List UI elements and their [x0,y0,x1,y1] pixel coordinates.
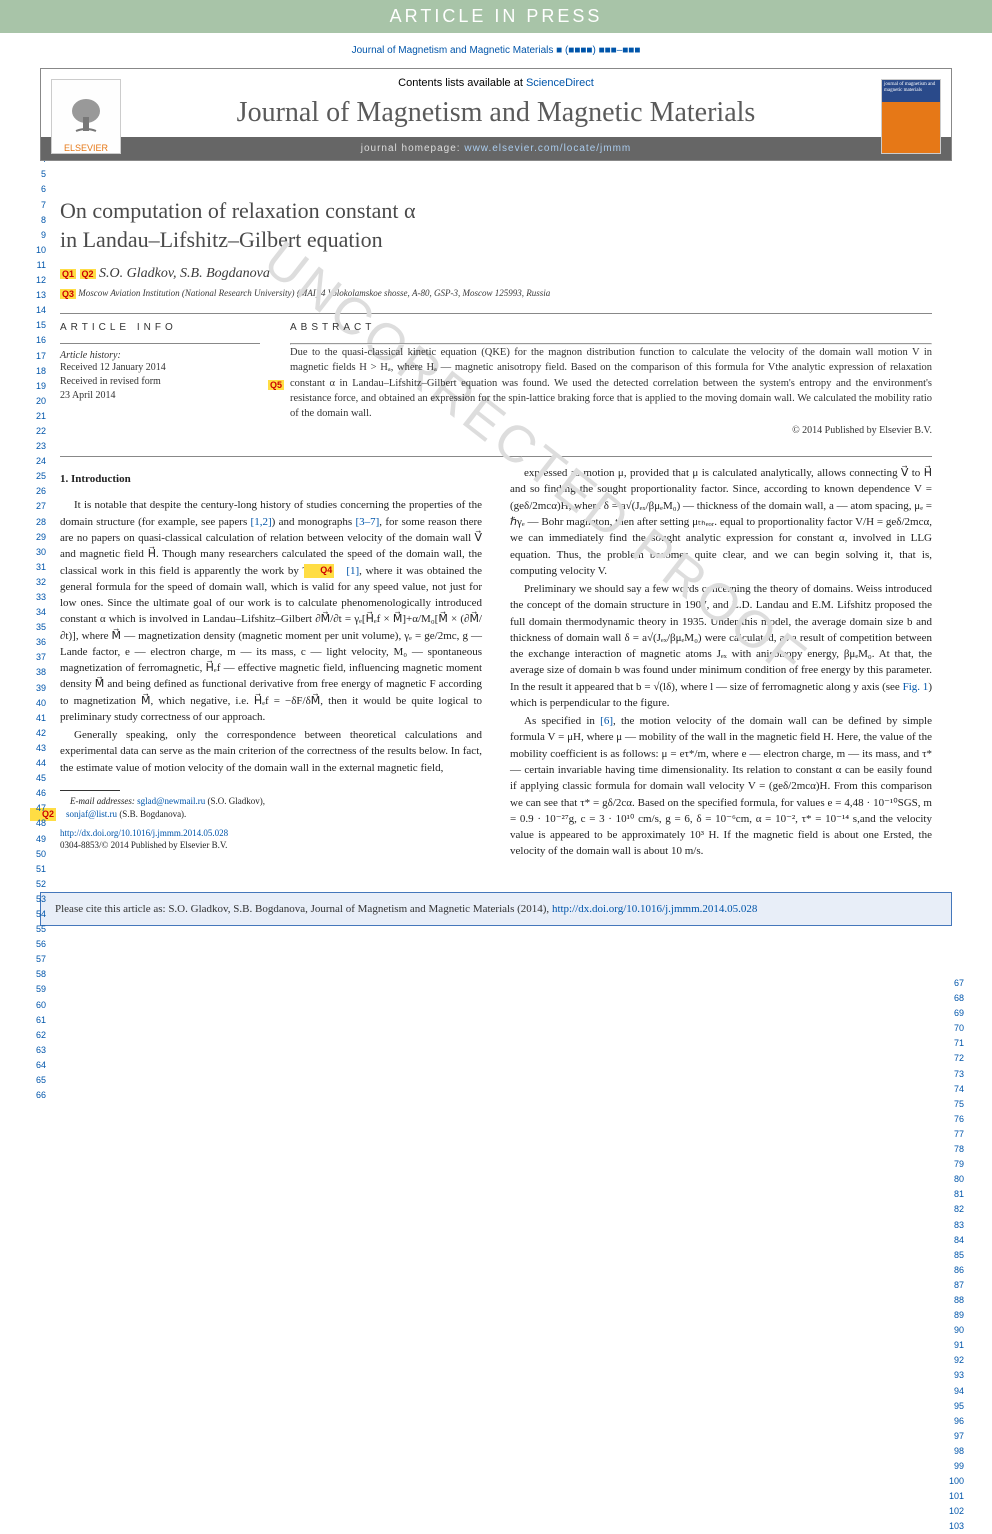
footnote-separator [60,790,120,791]
contents-label: Contents lists available at [398,77,526,89]
copyright: © 2014 Published by Elsevier B.V. [290,425,932,436]
citation-box: Please cite this article as: S.O. Gladko… [40,892,952,926]
affiliation: Q3 Moscow Aviation Institution (National… [60,288,932,299]
title-line-1: On computation of relaxation constant α [60,198,416,223]
doi-link[interactable]: http://dx.doi.org/10.1016/j.jmmm.2014.05… [60,828,228,838]
article-in-press-banner: ARTICLE IN PRESS [0,0,992,33]
author-names: S.O. Gladkov, S.B. Bogdanova [99,266,270,281]
contents-link-row: Contents lists available at ScienceDirec… [41,69,951,93]
journal-cover-thumbnail: journal of magnetism and magnetic materi… [881,79,941,154]
line-numbers-right: 6768697071727374757677787980818283848586… [942,976,964,1534]
intro-para-1: It is notable that despite the century-l… [60,497,482,725]
separator [60,313,932,314]
doi-block: http://dx.doi.org/10.1016/j.jmmm.2014.05… [60,827,482,852]
q3-marker: Q3 [60,289,76,299]
intro-para-2: Generally speaking, only the corresponde… [60,727,482,776]
intro-para-4: Preliminary we should say a few words co… [510,581,932,711]
email-bogdanova[interactable]: sonjaf@list.ru [66,809,117,819]
article-content: On computation of relaxation constant α … [0,161,992,872]
body-text: 1. Introduction It is notable that despi… [60,465,932,861]
separator [60,456,932,457]
cite-doi-link[interactable]: http://dx.doi.org/10.1016/j.jmmm.2014.05… [552,903,757,915]
homepage-bar: journal homepage: www.elsevier.com/locat… [41,137,951,160]
abstract-column: ABSTRACT Q5 Due to the quasi-classical k… [290,322,932,436]
abstract-text: Due to the quasi-classical kinetic equat… [290,345,932,421]
revised-date: 23 April 2014 [60,389,260,403]
ref-1-2[interactable]: [1,2] [251,516,272,528]
homepage-link[interactable]: www.elsevier.com/locate/jmmm [464,143,631,154]
email-footnote: E-mail addresses: sglad@newmail.ru (S.O.… [60,795,482,821]
journal-title: Journal of Magnetism and Magnetic Materi… [41,93,951,137]
ref-6[interactable]: [6] [600,715,613,727]
cite-prefix: Please cite this article as: S.O. Gladko… [55,903,552,915]
title-line-2: in Landau–Lifshitz–Gilbert equation [60,227,383,252]
affiliation-text: Moscow Aviation Institution (National Re… [78,288,550,298]
ref-1[interactable]: [1] [346,565,359,577]
email-label: E-mail addresses: [70,796,137,806]
elsevier-tree-icon [61,93,111,143]
journal-header: ELSEVIER journal of magnetism and magnet… [40,68,952,161]
q5-marker: Q5 [268,380,284,390]
fig-1-ref[interactable]: Fig. 1 [903,681,929,693]
journal-reference-line: Journal of Magnetism and Magnetic Materi… [0,33,992,68]
email-gladkov[interactable]: sglad@newmail.ru [137,796,205,806]
history-label: Article history: [60,350,260,361]
revised-label: Received in revised form [60,375,260,389]
sciencedirect-link[interactable]: ScienceDirect [526,77,594,89]
q1-marker: Q1 [60,269,76,279]
homepage-label: journal homepage: [361,143,465,154]
article-title: On computation of relaxation constant α … [60,197,932,254]
elsevier-logo: ELSEVIER [51,79,121,154]
cover-text: journal of magnetism and magnetic materi… [882,80,940,95]
publisher-name: ELSEVIER [64,143,108,153]
received-date: Received 12 January 2014 [60,361,260,375]
section-1-heading: 1. Introduction [60,471,482,487]
article-info-column: ARTICLE INFO Article history: Received 1… [60,322,260,436]
abstract-heading: ABSTRACT [290,322,932,333]
q2-marker: Q2 [80,269,96,279]
authors: Q1 Q2 S.O. Gladkov, S.B. Bogdanova [60,266,932,282]
intro-para-5: As specified in [6], the motion velocity… [510,713,932,859]
line-numbers-left: 1234567891011121314151617181920212223242… [28,107,46,1103]
intro-para-3: expressed as motion μ, provided that μ i… [510,465,932,579]
info-abstract-row: ARTICLE INFO Article history: Received 1… [60,322,932,436]
ref-3-7[interactable]: [3–7] [355,516,379,528]
article-info-heading: ARTICLE INFO [60,322,260,333]
q4-marker: Q4 [304,564,334,577]
issn-text: 0304-8853/© 2014 Published by Elsevier B… [60,840,227,850]
